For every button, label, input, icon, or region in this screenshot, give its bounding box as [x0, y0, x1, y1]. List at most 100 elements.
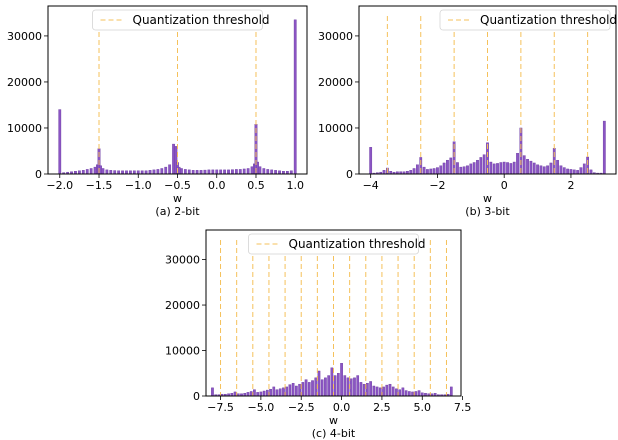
histogram-bar: [536, 164, 539, 175]
y-tick-label: 0: [193, 390, 200, 403]
y-tick-label: 10000: [165, 345, 200, 358]
histogram-bar: [516, 153, 519, 175]
histogram-bar: [579, 167, 583, 175]
histogram-bar: [274, 170, 277, 175]
histogram-bar: [327, 375, 330, 397]
histogram-bar: [168, 164, 172, 175]
histogram-bar: [482, 154, 486, 175]
legend-box: [439, 9, 611, 31]
histogram-bar: [256, 392, 259, 397]
histogram-bar: [330, 367, 334, 397]
legend-label: Quantization threshold: [480, 13, 617, 27]
plot-frame: [205, 229, 462, 397]
histogram-bar: [301, 382, 305, 397]
histogram-bar: [572, 169, 576, 175]
histogram-bar: [489, 161, 493, 175]
x-tick-label: −2.0: [46, 179, 73, 192]
histogram-bar: [183, 169, 187, 175]
histogram-bar: [285, 386, 289, 397]
y-tick-label: 20000: [7, 76, 42, 89]
histogram-bar: [414, 391, 418, 397]
y-tick-label: 30000: [318, 30, 353, 43]
x-tick-label: −2.5: [288, 401, 315, 414]
histogram-bar: [416, 164, 419, 175]
histogram-bars-2bit: [58, 19, 297, 175]
histogram-bar: [422, 166, 426, 175]
histogram-bar: [298, 383, 301, 397]
histogram-bar: [359, 382, 363, 397]
histogram-bar: [293, 19, 297, 175]
histogram-bar: [395, 388, 398, 397]
histogram-bar: [288, 384, 292, 397]
histogram-bar: [426, 169, 429, 175]
histogram-bar: [369, 147, 373, 175]
histogram-bar: [469, 163, 473, 175]
histogram-bar: [85, 169, 89, 175]
histogram-bar: [356, 375, 360, 397]
histogram-bar: [388, 383, 392, 397]
threshold-lines-3bit: [386, 16, 589, 174]
x-tick-label: 0.5: [247, 179, 265, 192]
histogram-bar: [337, 373, 340, 397]
histogram-bar: [249, 391, 253, 397]
histogram-bar: [429, 168, 433, 175]
histogram-bar: [262, 168, 266, 175]
histogram-bar: [238, 169, 242, 175]
histogram-bar: [436, 167, 439, 175]
x-tick-label: −2: [429, 179, 445, 192]
y-tick-label: 10000: [318, 122, 353, 135]
chart-svg-3bit: −4 −2 0 2 0 10000 20000 30000 w(b) 3-bit Quantiza…: [318, 5, 617, 218]
histogram-bar: [234, 169, 238, 175]
x-tick-label: −4: [363, 179, 379, 192]
x-tick-label: 7.5: [454, 401, 472, 414]
histogram-bar: [492, 163, 496, 175]
histogram-bar: [272, 386, 276, 397]
x-tick-label: −1.0: [125, 179, 152, 192]
histogram-bar: [408, 391, 411, 397]
histogram-bar: [479, 157, 483, 175]
histogram-bar: [378, 387, 382, 397]
histogram-bar: [270, 169, 274, 175]
histogram-bars-4bit: [211, 363, 453, 397]
histogram-bar: [382, 170, 386, 175]
histogram-bar: [172, 143, 175, 175]
histogram-bar: [99, 165, 102, 175]
x-tick-label: −1.5: [86, 179, 113, 192]
histogram-bar: [542, 166, 546, 175]
histogram-bar: [314, 377, 318, 397]
histogram-bar: [566, 168, 569, 175]
histogram-bar: [278, 388, 282, 397]
histogram-bar: [311, 380, 314, 397]
histogram-bar: [340, 363, 343, 397]
histogram-bar: [562, 167, 566, 175]
legend-label: Quantization threshold: [133, 13, 270, 27]
histogram-bar: [519, 127, 523, 175]
x-tick-label: 2.5: [373, 401, 391, 414]
x-tick-label: −7.5: [207, 401, 234, 414]
histogram-bar: [539, 165, 543, 175]
y-tick-label: 30000: [165, 254, 200, 267]
histogram-bar: [105, 169, 109, 175]
histogram-bar: [227, 169, 230, 175]
histogram-bar: [164, 166, 168, 175]
histogram-bar: [439, 165, 443, 175]
y-tick-label: 0: [346, 168, 353, 181]
histogram-bar: [266, 169, 270, 175]
histogram-bar: [246, 168, 250, 175]
histogram-bar: [532, 162, 536, 175]
histogram-bar: [411, 391, 414, 397]
threshold-lines-2bit: [98, 16, 257, 174]
histogram-bar: [449, 386, 453, 397]
histogram-bar: [476, 159, 479, 175]
histogram-bar: [446, 159, 449, 175]
subfigure-caption: (b) 3-bit: [465, 205, 510, 218]
histogram-bar: [195, 170, 199, 175]
histogram-bar: [291, 383, 295, 397]
histogram-bar: [233, 391, 237, 397]
histogram-bar: [215, 169, 219, 175]
histogram-bar: [442, 162, 446, 175]
histogram-bar: [462, 166, 466, 175]
legend-4bit: Quantization threshold: [248, 233, 426, 255]
histogram-bar: [304, 379, 308, 397]
histogram-bar: [456, 162, 459, 175]
